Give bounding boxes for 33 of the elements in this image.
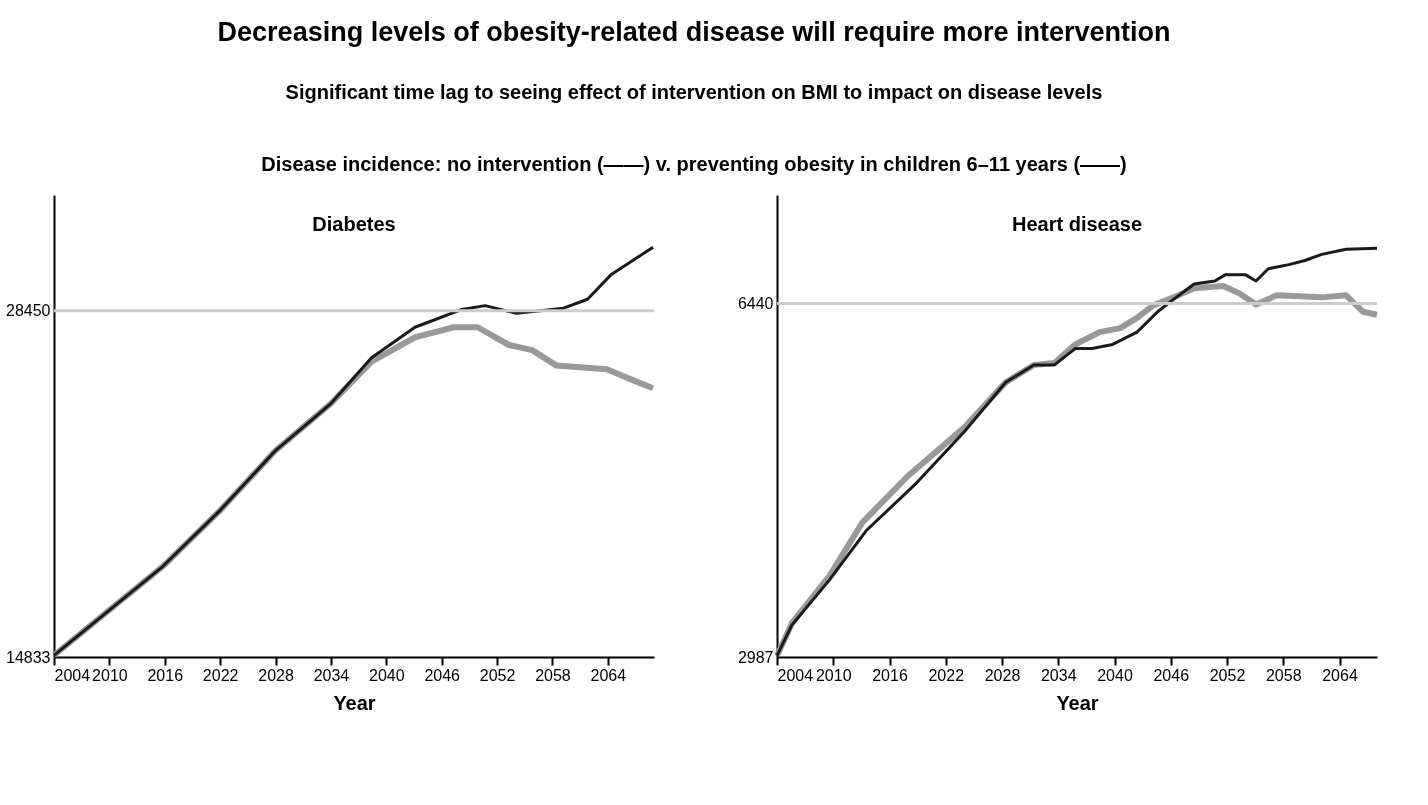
x-tick-label: 2028 <box>258 666 294 684</box>
x-tick-label: 2004 <box>777 666 814 684</box>
text: Heart disease <box>1011 213 1143 235</box>
x-tick-label: 2034 <box>1040 666 1077 684</box>
y-tick-label: 6440 <box>737 295 774 313</box>
text: Significant time lag to seeing effect of intervention on BMI to impact on disease levels <box>285 81 1103 103</box>
x-tick-label: 2004 <box>54 666 91 684</box>
x-tick-label: 2010 <box>815 666 852 684</box>
x-tick-label: 2028 <box>984 666 1021 684</box>
x-tick-label: 2022 <box>928 666 965 684</box>
x-tick-label: 2052 <box>1209 666 1246 684</box>
x-tick-label: 2046 <box>1153 666 1190 684</box>
x-tick-label: 2040 <box>1097 666 1133 684</box>
y-tick-label: 2987 <box>737 648 774 666</box>
x-tick-label: 2058 <box>1265 666 1302 684</box>
x-tick-label: 2016 <box>872 666 908 684</box>
x-axis-title: Year <box>333 691 376 714</box>
text: Diabetes <box>312 213 396 235</box>
x-tick-label: 2058 <box>535 666 571 684</box>
x-axis-title: Year <box>1056 691 1099 714</box>
x-tick-label: 2010 <box>92 666 128 684</box>
y-tick-label: 14833 <box>6 648 51 666</box>
x-tick-label: 2046 <box>424 666 461 684</box>
x-tick-label: 2016 <box>147 666 184 684</box>
x-tick-label: 2022 <box>202 666 239 684</box>
x-tick-label: 2034 <box>313 666 350 684</box>
x-tick-label: 2064 <box>1322 666 1358 684</box>
x-tick-label: 2052 <box>479 666 516 684</box>
x-tick-label: 2064 <box>590 666 627 684</box>
text: Disease incidence: no intervention (——) v. preventing obesity in children 6–11 years (——) <box>261 153 1127 175</box>
x-tick-label: 2040 <box>369 666 405 684</box>
y-tick-label: 28450 <box>6 302 51 320</box>
text: Decreasing levels of obesity-related disease will require more intervention <box>217 17 1171 47</box>
